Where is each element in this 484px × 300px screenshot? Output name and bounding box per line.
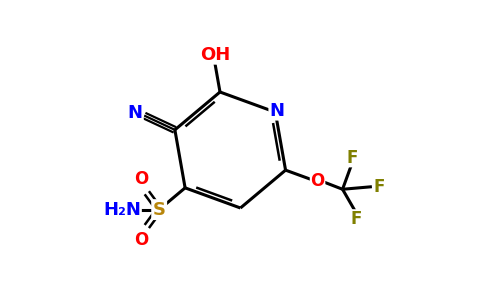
Text: F: F (351, 210, 363, 228)
Text: H₂N: H₂N (104, 201, 141, 219)
Text: O: O (135, 170, 149, 188)
Text: O: O (310, 172, 325, 190)
Text: F: F (374, 178, 385, 196)
Text: F: F (347, 149, 358, 167)
Text: OH: OH (200, 46, 230, 64)
Text: N: N (269, 102, 284, 120)
Text: N: N (128, 103, 143, 122)
Text: O: O (135, 231, 149, 249)
Text: S: S (152, 201, 166, 219)
